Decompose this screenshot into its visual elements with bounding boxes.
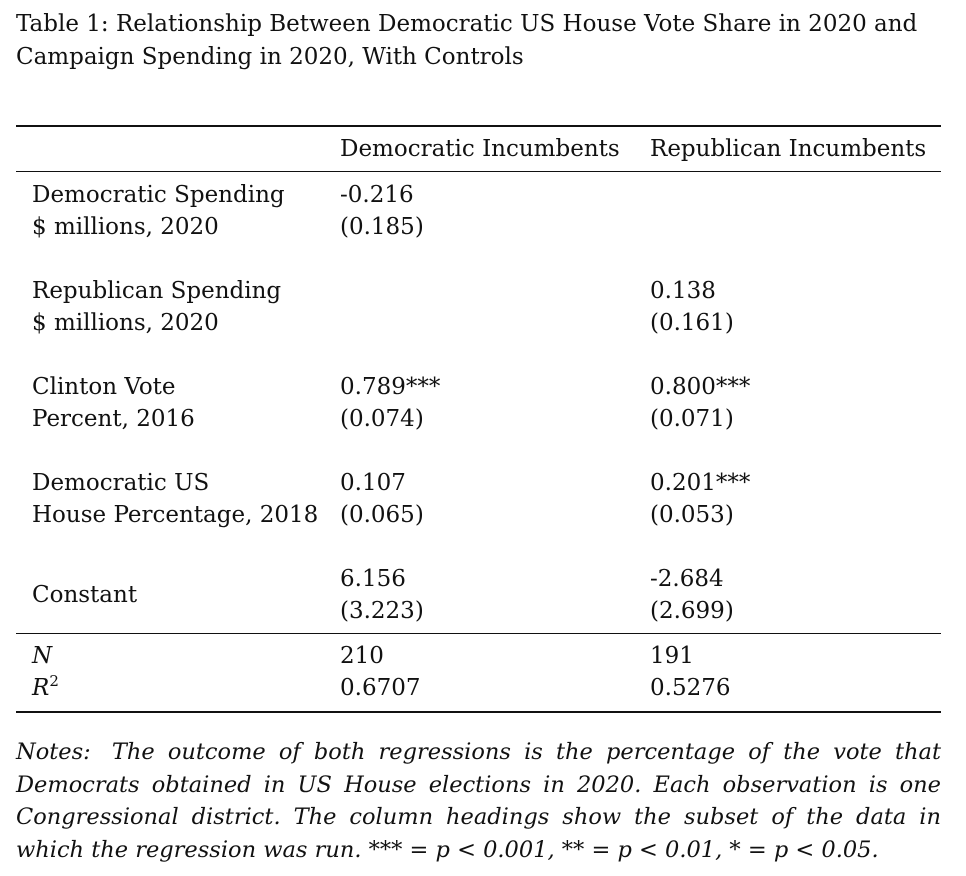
coefficient-cell: 0.107: [340, 470, 406, 496]
notes-text: The outcome of both regressions is the p…: [16, 739, 941, 863]
r-squared-value: 0.6707: [340, 675, 421, 701]
row-label: Democratic US: [32, 470, 210, 496]
header-rule: [16, 171, 941, 172]
n-label: N: [32, 643, 53, 669]
std-error-cell: (0.053): [650, 502, 734, 528]
row-label: Constant: [32, 582, 138, 608]
column-header-democratic-incumbents: Democratic Incumbents: [340, 136, 620, 162]
column-header-republican-incumbents: Republican Incumbents: [650, 136, 927, 162]
coefficient-cell: -0.216: [340, 182, 414, 208]
row-sublabel: House Percentage, 2018: [32, 502, 319, 528]
std-error-cell: (0.161): [650, 310, 734, 336]
row-sublabel: Percent, 2016: [32, 406, 195, 432]
std-error-cell: (0.185): [340, 214, 424, 240]
row-label: Democratic Spending: [32, 182, 285, 208]
coefficient-cell: 6.156: [340, 566, 406, 592]
r-squared-value: 0.5276: [650, 675, 731, 701]
coefficient-cell: -2.684: [650, 566, 724, 592]
r-squared-label: R2: [32, 672, 59, 704]
coefficient-cell: 0.138: [650, 278, 716, 304]
table-notes: Notes: The outcome of both regressions i…: [16, 736, 941, 866]
row-label: Clinton Vote: [32, 374, 176, 400]
notes-label: Notes:: [16, 739, 91, 765]
row-sublabel: $ millions, 2020: [32, 310, 219, 336]
top-rule: [16, 125, 941, 127]
r-squared-letter: R: [32, 675, 50, 701]
n-value: 210: [340, 643, 384, 669]
bottom-rule: [16, 711, 941, 713]
std-error-cell: (3.223): [340, 598, 424, 624]
coefficient-cell: 0.789***: [340, 374, 441, 400]
std-error-cell: (0.071): [650, 406, 734, 432]
n-value: 191: [650, 643, 694, 669]
std-error-cell: (0.065): [340, 502, 424, 528]
coefficient-cell: 0.800***: [650, 374, 751, 400]
stats-rule: [16, 633, 941, 634]
row-sublabel: $ millions, 2020: [32, 214, 219, 240]
std-error-cell: (0.074): [340, 406, 424, 432]
coefficient-cell: 0.201***: [650, 470, 751, 496]
std-error-cell: (2.699): [650, 598, 734, 624]
r-squared-exponent: 2: [49, 672, 59, 690]
row-label: Republican Spending: [32, 278, 282, 304]
table-caption: Table 1: Relationship Between Democratic…: [16, 11, 918, 70]
